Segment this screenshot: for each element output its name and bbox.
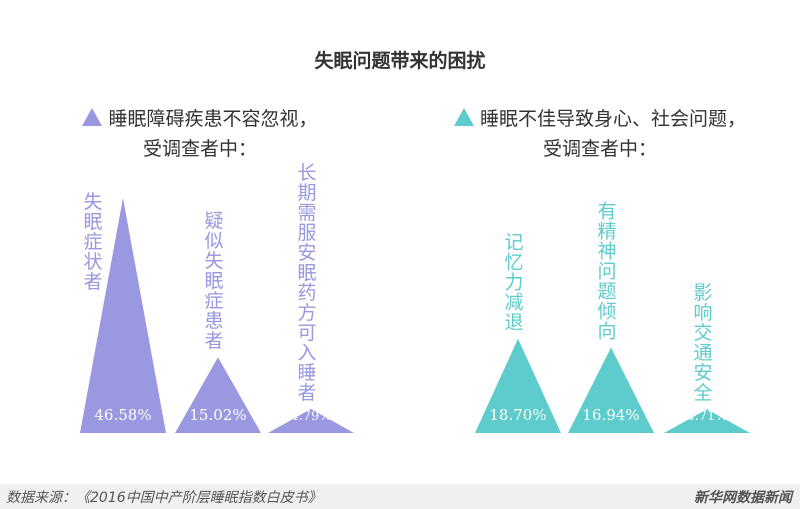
triangle-bar — [664, 409, 750, 433]
category-label: 疑似失眠症患者 — [204, 210, 223, 352]
category-label: 失眠症状者 — [83, 191, 102, 293]
teal-triangle-icon — [453, 108, 474, 126]
category-label: 影响交通安全 — [693, 282, 712, 404]
value-label: 16.94% — [582, 406, 639, 424]
value-label: 4.71% — [686, 409, 727, 424]
triangle-bar — [568, 347, 654, 433]
purple-triangle-icon — [82, 108, 103, 126]
triangle-bar — [268, 408, 354, 433]
footer-bar: 数据来源：《2016中国中产阶层睡眠指数白皮书》 新华网数据新闻 — [0, 484, 800, 509]
brand-label: 新华网数据新闻 — [694, 490, 792, 506]
category-label: 记忆力减退 — [504, 232, 523, 334]
right-heading-line2: 受调查者中： — [542, 138, 657, 160]
triangle-bar — [475, 338, 561, 433]
triangle-bar — [80, 198, 166, 433]
left-heading-line2: 受调查者中： — [142, 138, 257, 160]
value-label: 15.02% — [189, 406, 246, 424]
value-label: 4.79% — [290, 409, 331, 424]
triangle-chart: 46.58% 失眠症状者 15.02% 疑似失眠症患者 4.79% 长期需服安眠药方可入睡… — [80, 162, 750, 433]
category-label: 有精神问题倾向 — [597, 201, 616, 343]
category-label: 长期需服安眠药方可入睡者 — [297, 162, 316, 404]
data-source: 数据来源：《2016中国中产阶层睡眠指数白皮书》 — [6, 490, 322, 506]
value-label: 46.58% — [94, 406, 151, 424]
chart-title: 失眠问题带来的困扰 — [314, 50, 486, 72]
left-heading-line1: 睡眠障碍疾患不容忽视， — [108, 108, 318, 130]
value-label: 18.70% — [489, 406, 546, 424]
left-panel-heading: 睡眠障碍疾患不容忽视， 受调查者中： — [40, 104, 360, 164]
right-panel-heading: 睡眠不佳导致身心、社会问题， 受调查者中： — [440, 104, 760, 164]
triangle-bar — [175, 357, 261, 433]
right-heading-line1: 睡眠不佳导致身心、社会问题， — [479, 108, 746, 130]
